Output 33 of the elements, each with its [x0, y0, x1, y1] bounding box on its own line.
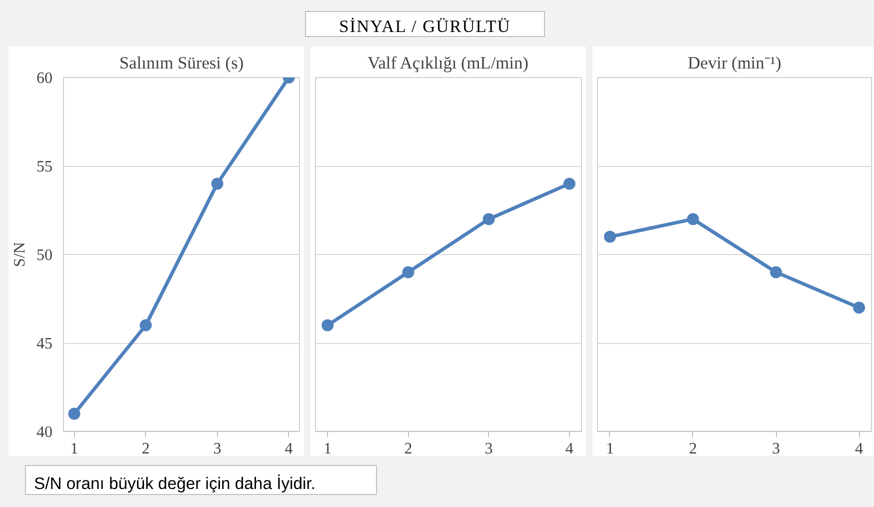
point [563, 178, 576, 190]
y-tick-label: 40 [36, 424, 52, 441]
point [482, 213, 495, 226]
x-tick-label: 1 [70, 440, 78, 458]
y-axis-title: S/N [12, 242, 28, 267]
x-tick-label: 1 [324, 440, 332, 458]
chart-title: Valf Açıklığı (mL/min) [368, 54, 529, 72]
point [770, 266, 782, 278]
point [402, 266, 414, 278]
chart-title: Salınım Süresi (s) [119, 54, 244, 72]
y-tick-label: 55 [36, 158, 52, 176]
text: S/N oranı büyük değer için daha İyidir. [34, 473, 316, 495]
x-tick-label: 3 [484, 440, 493, 458]
x-tick-label: 1 [606, 440, 614, 458]
chart-title: Devir (min⁻¹) [688, 54, 782, 72]
point [322, 319, 334, 332]
x-tick-label: 3 [772, 440, 780, 458]
x-tick-label: 2 [404, 440, 412, 458]
x-tick-label: 3 [213, 440, 222, 458]
x-tick-label: 4 [855, 440, 864, 458]
point [686, 213, 699, 226]
point [140, 319, 152, 332]
x-tick-label: 4 [565, 440, 574, 458]
y-tick-label: 50 [36, 247, 52, 264]
point [68, 408, 80, 420]
x-tick-label: 4 [284, 440, 293, 458]
x-tick-label: 2 [688, 440, 697, 458]
y-tick-label: 60 [36, 70, 52, 87]
point [604, 230, 616, 243]
y-tick-label: 45 [36, 336, 52, 352]
x-tick-label: 2 [142, 440, 150, 458]
point [853, 302, 866, 314]
text: SİNYAL / GÜRÜLTÜ [339, 16, 511, 38]
